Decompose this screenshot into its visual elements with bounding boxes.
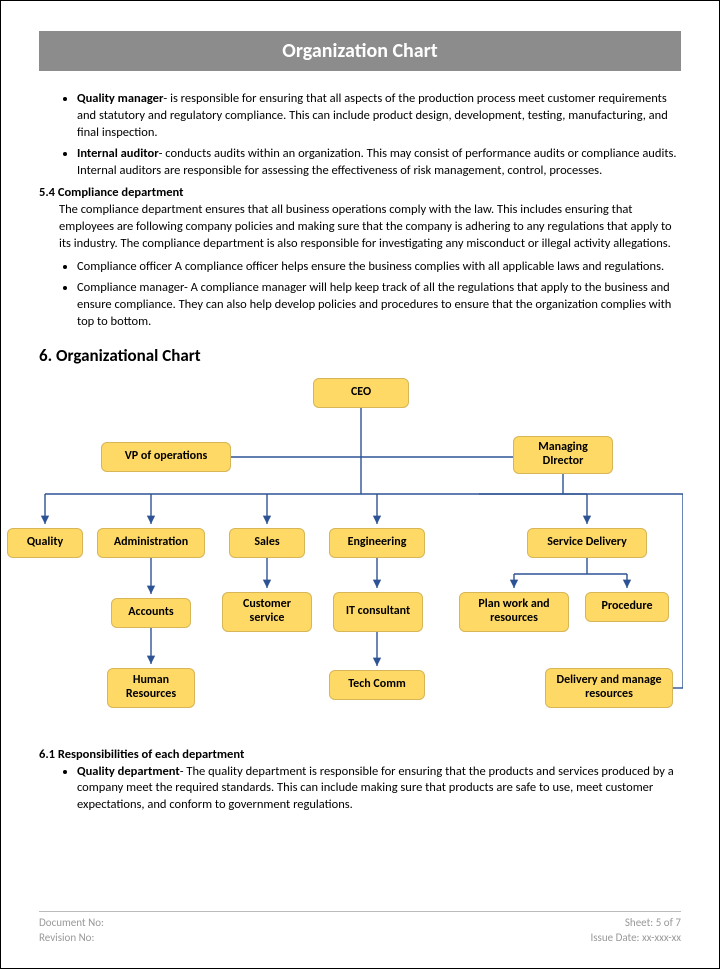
role-bullets: Quality manager- is responsible for ensu… — [39, 91, 681, 179]
node-delivery-manage: Delivery and manage resources — [545, 668, 673, 708]
node-service-delivery: Service Delivery — [527, 528, 647, 558]
section-5-4-heading: 5.4 Compliance department — [39, 185, 681, 200]
node-managing-director: Managing DIrector — [513, 436, 613, 474]
footer-left: Document No: Revision No: — [39, 916, 104, 944]
node-engineering: Engineering — [329, 528, 425, 558]
node-it-consultant: IT consultant — [333, 592, 423, 632]
footer-right: Sheet: 5 of 7 Issue Date: xx-xxx-xx — [590, 916, 681, 944]
org-chart: CEO VP of operations Managing DIrector Q… — [39, 374, 683, 739]
node-ceo: CEO — [313, 378, 409, 408]
node-sales: Sales — [229, 528, 305, 558]
page-title: Organization Chart — [39, 31, 681, 71]
bullet-quality-dept: Quality department- The quality departme… — [77, 764, 681, 815]
page: Organization Chart Quality manager- is r… — [0, 0, 720, 969]
page-footer: Document No: Revision No: Sheet: 5 of 7 … — [39, 911, 681, 944]
revision-no-label: Revision No: — [39, 931, 104, 944]
node-quality: Quality — [7, 528, 83, 558]
section-6-1-heading: 6.1 Responsibilities of each department — [39, 747, 681, 762]
section-6-heading: 6. Organizational Chart — [39, 345, 681, 366]
doc-no-label: Document No: — [39, 916, 104, 929]
node-human-resources: Human Resources — [107, 668, 195, 708]
node-tech-comm: Tech Comm — [329, 670, 425, 700]
dept-responsibility-bullets: Quality department- The quality departme… — [39, 764, 681, 815]
node-accounts: Accounts — [111, 598, 191, 628]
node-procedure: Procedure — [585, 592, 669, 622]
bullet-internal-auditor: Internal auditor- conducts audits within… — [77, 146, 681, 180]
bullet-quality-manager: Quality manager- is responsible for ensu… — [77, 91, 681, 142]
sheet-label: Sheet: 5 of 7 — [590, 916, 681, 929]
node-vp-operations: VP of operations — [101, 442, 231, 472]
bullet-compliance-manager: Compliance manager- A compliance manager… — [77, 280, 681, 331]
node-administration: Administration — [97, 528, 205, 558]
compliance-bullets: Compliance officer A compliance officer … — [39, 259, 681, 331]
issue-date-label: Issue Date: xx-xxx-xx — [590, 931, 681, 944]
node-customer-service: Customer service — [222, 592, 312, 632]
section-5-4-para: The compliance department ensures that a… — [59, 202, 681, 253]
bullet-compliance-officer: Compliance officer A compliance officer … — [77, 259, 681, 276]
node-plan-work: Plan work and resources — [459, 592, 569, 632]
